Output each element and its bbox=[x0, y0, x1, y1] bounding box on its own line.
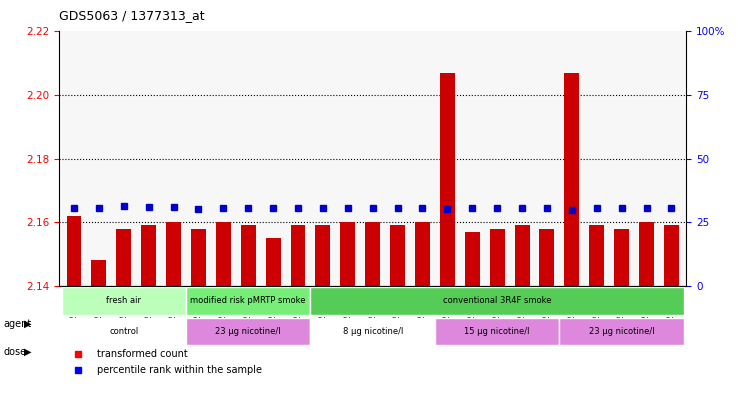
Bar bbox=[137, 31, 161, 286]
Bar bbox=[664, 225, 679, 286]
Text: ▶: ▶ bbox=[24, 319, 31, 329]
Bar bbox=[360, 31, 385, 286]
Bar bbox=[589, 225, 604, 286]
Bar bbox=[261, 31, 286, 286]
Bar bbox=[311, 31, 335, 286]
Bar bbox=[510, 31, 534, 286]
Bar bbox=[559, 31, 584, 286]
Bar bbox=[460, 31, 485, 286]
Bar bbox=[241, 225, 255, 286]
Bar bbox=[211, 31, 235, 286]
Bar bbox=[565, 73, 579, 286]
Bar bbox=[286, 31, 311, 286]
Bar bbox=[141, 225, 156, 286]
FancyBboxPatch shape bbox=[435, 318, 559, 345]
Bar bbox=[634, 31, 659, 286]
Bar bbox=[266, 238, 280, 286]
Bar bbox=[609, 31, 634, 286]
Bar bbox=[291, 225, 306, 286]
Bar bbox=[365, 222, 380, 286]
Bar bbox=[465, 232, 480, 286]
Bar bbox=[390, 225, 405, 286]
Bar bbox=[614, 228, 629, 286]
Bar bbox=[415, 222, 430, 286]
FancyBboxPatch shape bbox=[311, 318, 435, 345]
Bar bbox=[111, 31, 137, 286]
Bar bbox=[534, 31, 559, 286]
Bar bbox=[216, 222, 231, 286]
Text: agent: agent bbox=[4, 319, 32, 329]
Bar bbox=[335, 31, 360, 286]
Bar bbox=[584, 31, 609, 286]
Text: 8 μg nicotine/l: 8 μg nicotine/l bbox=[342, 327, 403, 336]
Bar bbox=[639, 222, 654, 286]
Text: transformed count: transformed count bbox=[97, 349, 187, 359]
Bar bbox=[440, 73, 455, 286]
FancyBboxPatch shape bbox=[559, 318, 684, 345]
FancyBboxPatch shape bbox=[311, 287, 684, 315]
Bar bbox=[161, 31, 186, 286]
Bar bbox=[435, 31, 460, 286]
Text: 23 μg nicotine/l: 23 μg nicotine/l bbox=[589, 327, 655, 336]
Bar bbox=[485, 31, 510, 286]
Text: control: control bbox=[109, 327, 139, 336]
Bar bbox=[191, 228, 206, 286]
Bar bbox=[385, 31, 410, 286]
Bar bbox=[61, 31, 86, 286]
Bar bbox=[166, 222, 181, 286]
Text: 15 μg nicotine/l: 15 μg nicotine/l bbox=[464, 327, 530, 336]
Text: GDS5063 / 1377313_at: GDS5063 / 1377313_at bbox=[59, 9, 204, 22]
Bar bbox=[514, 225, 530, 286]
Text: ▶: ▶ bbox=[24, 347, 31, 357]
FancyBboxPatch shape bbox=[186, 287, 311, 315]
Bar bbox=[410, 31, 435, 286]
Bar bbox=[186, 31, 211, 286]
Bar bbox=[539, 228, 554, 286]
Bar bbox=[66, 216, 81, 286]
Text: percentile rank within the sample: percentile rank within the sample bbox=[97, 365, 262, 375]
Bar bbox=[117, 228, 131, 286]
FancyBboxPatch shape bbox=[186, 318, 311, 345]
Text: 23 μg nicotine/l: 23 μg nicotine/l bbox=[215, 327, 281, 336]
Text: dose: dose bbox=[4, 347, 27, 357]
Text: conventional 3R4F smoke: conventional 3R4F smoke bbox=[443, 296, 551, 305]
Text: modified risk pMRTP smoke: modified risk pMRTP smoke bbox=[190, 296, 306, 305]
Bar bbox=[490, 228, 505, 286]
FancyBboxPatch shape bbox=[61, 318, 186, 345]
Bar bbox=[340, 222, 355, 286]
Bar bbox=[92, 260, 106, 286]
Bar bbox=[86, 31, 111, 286]
Text: fresh air: fresh air bbox=[106, 296, 141, 305]
FancyBboxPatch shape bbox=[61, 287, 186, 315]
Bar bbox=[235, 31, 261, 286]
Bar bbox=[315, 225, 331, 286]
Bar bbox=[659, 31, 684, 286]
